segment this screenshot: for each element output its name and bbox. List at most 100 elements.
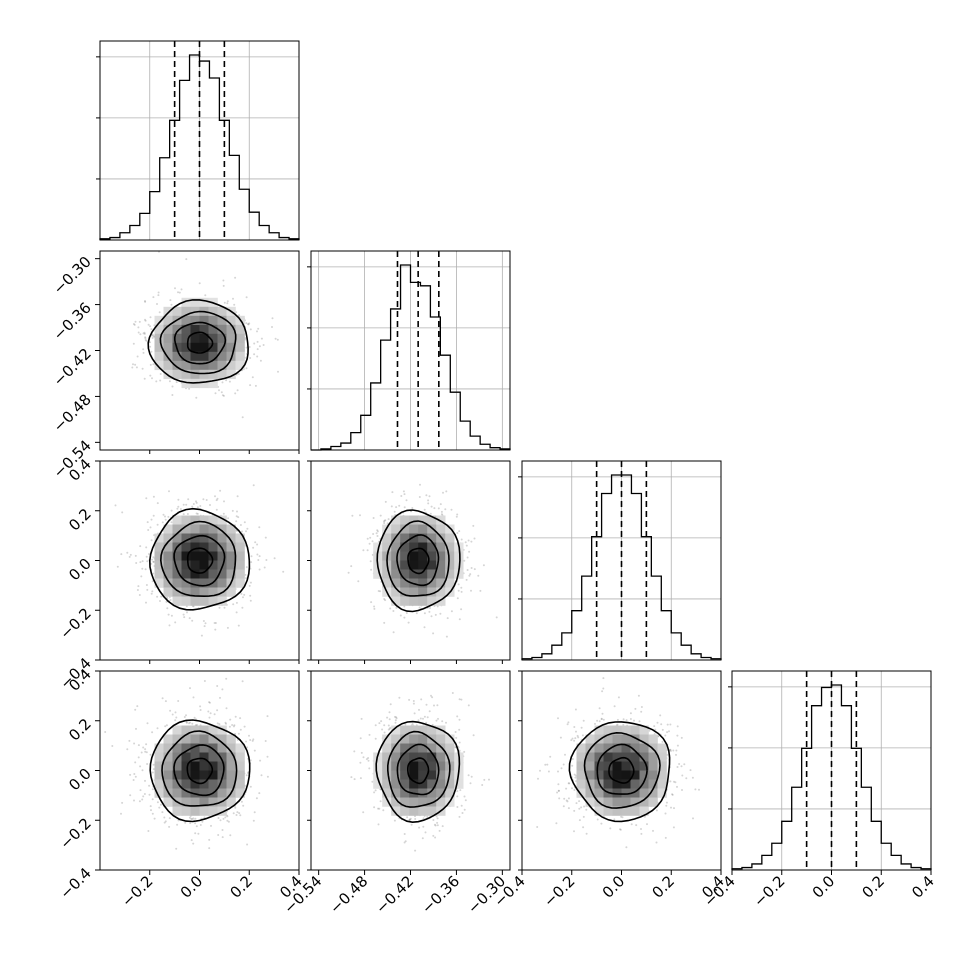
sample-point — [210, 824, 212, 827]
density-cell — [154, 752, 164, 762]
density-cell — [181, 743, 191, 753]
density-cell — [199, 533, 209, 543]
density-cell — [181, 360, 191, 371]
density-cell — [199, 779, 209, 789]
density-cell — [190, 779, 200, 789]
sample-point — [145, 546, 148, 549]
density-panel — [99, 250, 300, 451]
sample-point — [427, 499, 430, 502]
sample-point — [223, 500, 225, 503]
panel-frame — [99, 40, 300, 241]
density-cell — [391, 761, 401, 771]
density-cell — [190, 351, 200, 362]
sample-point — [383, 522, 386, 525]
sample-point — [237, 373, 240, 375]
sample-point — [161, 811, 164, 814]
sample-point — [245, 367, 248, 370]
sample-point — [194, 832, 197, 835]
sample-point — [200, 634, 203, 637]
sample-point — [169, 299, 172, 302]
density-cell — [172, 743, 182, 753]
sample-point — [226, 819, 229, 822]
density-cell — [181, 806, 191, 816]
density-cell — [400, 551, 410, 561]
sample-point — [374, 789, 377, 792]
sample-point — [252, 819, 255, 822]
density-cell — [208, 797, 218, 807]
density-cell — [190, 542, 200, 552]
density-cell — [199, 551, 209, 561]
sample-point — [277, 370, 279, 373]
sample-point — [376, 530, 379, 533]
density-cell — [163, 752, 173, 762]
density-cell — [154, 578, 164, 588]
sample-point — [256, 355, 259, 358]
density-cell — [190, 569, 200, 579]
sample-point — [145, 555, 148, 558]
sample-point — [458, 741, 461, 744]
density-cell — [172, 515, 182, 525]
density-panel — [99, 460, 300, 661]
sample-point — [216, 722, 219, 725]
sample-point — [415, 612, 418, 615]
sample-point — [251, 739, 254, 742]
sample-point — [240, 800, 243, 803]
sample-point — [218, 606, 221, 609]
sample-point — [432, 819, 435, 821]
density-cell — [400, 515, 410, 525]
sample-point — [241, 606, 244, 609]
sample-point — [412, 700, 415, 702]
density-cell — [391, 788, 401, 798]
density-cell — [418, 761, 428, 771]
sample-point — [383, 724, 386, 727]
sample-point — [405, 499, 408, 502]
density-cell — [208, 369, 218, 380]
density-cell — [208, 324, 218, 335]
sample-point — [409, 817, 412, 820]
sample-point — [202, 498, 205, 501]
sample-point — [370, 568, 373, 571]
density-cell — [181, 569, 191, 579]
sample-point — [388, 711, 391, 714]
sample-point — [196, 506, 199, 509]
sample-point — [429, 607, 431, 609]
sample-point — [362, 756, 365, 759]
sample-point — [157, 291, 160, 294]
sample-point — [256, 553, 259, 556]
sample-point — [411, 507, 414, 509]
density-cell — [436, 578, 446, 588]
density-cell — [445, 524, 455, 534]
density-cell — [226, 587, 236, 597]
sample-point — [239, 814, 242, 817]
sample-point — [403, 833, 406, 835]
sample-point — [144, 339, 147, 341]
sample-point — [156, 727, 159, 730]
density-cell — [436, 569, 446, 579]
density-cell — [418, 743, 428, 753]
sample-point — [403, 841, 406, 844]
sample-point — [170, 303, 173, 306]
density-cell — [199, 324, 209, 335]
sample-point — [227, 820, 230, 823]
sample-point — [198, 282, 201, 285]
density-cell — [208, 734, 218, 744]
sample-point — [165, 596, 168, 599]
sample-point — [121, 801, 124, 804]
sample-point — [139, 333, 142, 336]
sample-point — [236, 811, 239, 814]
sample-point — [373, 791, 376, 794]
sample-point — [394, 715, 396, 718]
sample-point — [450, 508, 453, 511]
sample-point — [234, 276, 237, 279]
density-cell — [418, 797, 428, 807]
sample-point — [151, 812, 154, 815]
sample-point — [128, 555, 131, 558]
density-cell — [190, 560, 200, 570]
sample-point — [134, 320, 137, 323]
sample-point — [175, 716, 178, 719]
density-cell — [382, 752, 392, 762]
sample-point — [374, 737, 377, 740]
density-cell — [208, 533, 218, 543]
sample-point — [451, 692, 454, 694]
sample-point — [373, 605, 376, 608]
